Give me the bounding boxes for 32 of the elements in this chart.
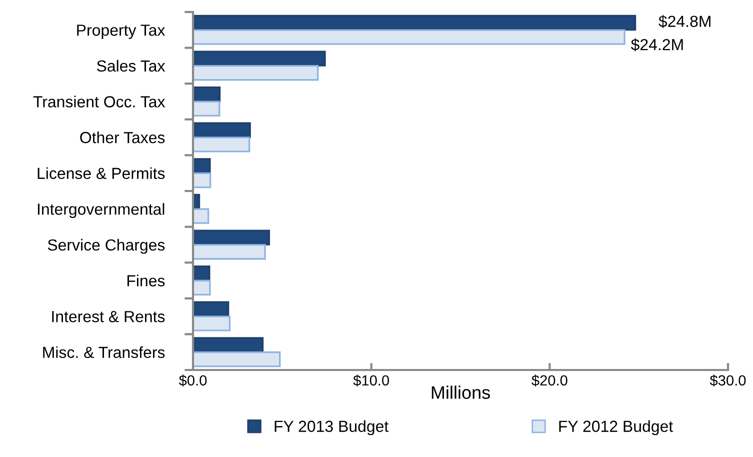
bar (193, 65, 319, 81)
bar (193, 100, 220, 117)
y-tick-label: Misc. & Transfers (43, 346, 165, 358)
bar (193, 29, 626, 45)
data-label: $24.8M (658, 15, 710, 28)
y-tick-label: Interest & Rents (52, 311, 165, 322)
bar (193, 50, 326, 66)
y-tick-label: Property Tax (77, 24, 166, 39)
y-tick-label: Service Charges (48, 238, 165, 254)
y-tick-label: Other Taxes (80, 132, 165, 144)
legend-label: FY 2013 Budget (274, 420, 389, 436)
y-tick-label: Intergovernmental (38, 203, 164, 218)
x-tick-label: $0.0 (178, 374, 207, 386)
bar (193, 230, 270, 246)
y-tick-label: License & Permits (38, 167, 165, 180)
bar (193, 316, 231, 332)
bar (193, 280, 211, 296)
x-axis-title: Millions (432, 386, 490, 399)
bar (193, 351, 281, 368)
bar (193, 172, 212, 188)
bar (193, 136, 250, 152)
y-tick-label: Fines (127, 274, 165, 286)
y-tick-label: Sales Tax (96, 60, 166, 72)
bar (193, 244, 266, 260)
x-tick-label: $10.0 (353, 374, 390, 386)
x-tick-label: $20.0 (532, 374, 568, 386)
bar (193, 208, 210, 224)
legend-label: FY 2012 Budget (559, 420, 673, 436)
data-label: $24.2M (630, 38, 683, 52)
bar (193, 337, 264, 353)
y-tick-label: Transient Occ. Tax (33, 96, 166, 108)
x-tick-label: $30.0 (710, 374, 746, 386)
